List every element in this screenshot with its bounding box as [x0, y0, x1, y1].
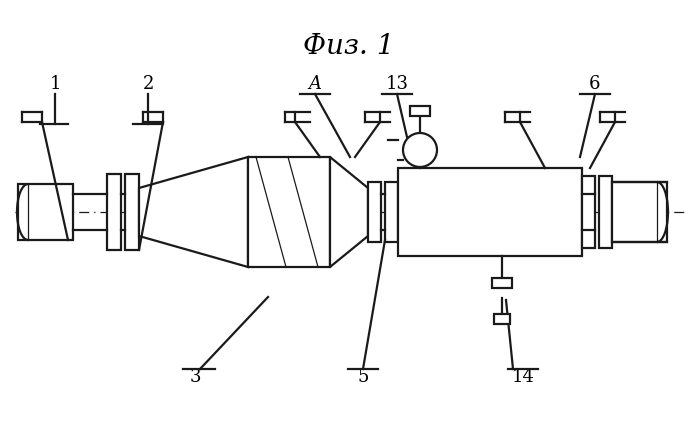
Bar — [492, 278, 512, 288]
Bar — [248, 157, 330, 267]
Bar — [368, 182, 381, 242]
Polygon shape — [139, 157, 248, 267]
Bar — [125, 174, 139, 250]
Text: Физ. 1: Физ. 1 — [303, 34, 395, 60]
Bar — [385, 182, 398, 242]
Bar — [107, 174, 121, 250]
Text: A: A — [308, 75, 322, 93]
Text: 2: 2 — [143, 75, 154, 93]
Bar — [494, 314, 510, 324]
Bar — [612, 182, 667, 242]
Bar — [410, 106, 430, 116]
Bar — [18, 184, 73, 240]
Bar — [582, 176, 595, 248]
Text: 5: 5 — [357, 368, 368, 386]
Bar — [398, 168, 582, 256]
Text: 3: 3 — [189, 368, 201, 386]
Text: 14: 14 — [512, 368, 535, 386]
Text: 13: 13 — [386, 75, 408, 93]
Circle shape — [403, 133, 437, 167]
Text: 1: 1 — [49, 75, 61, 93]
Text: 6: 6 — [589, 75, 600, 93]
Bar — [599, 176, 612, 248]
Polygon shape — [330, 157, 368, 267]
